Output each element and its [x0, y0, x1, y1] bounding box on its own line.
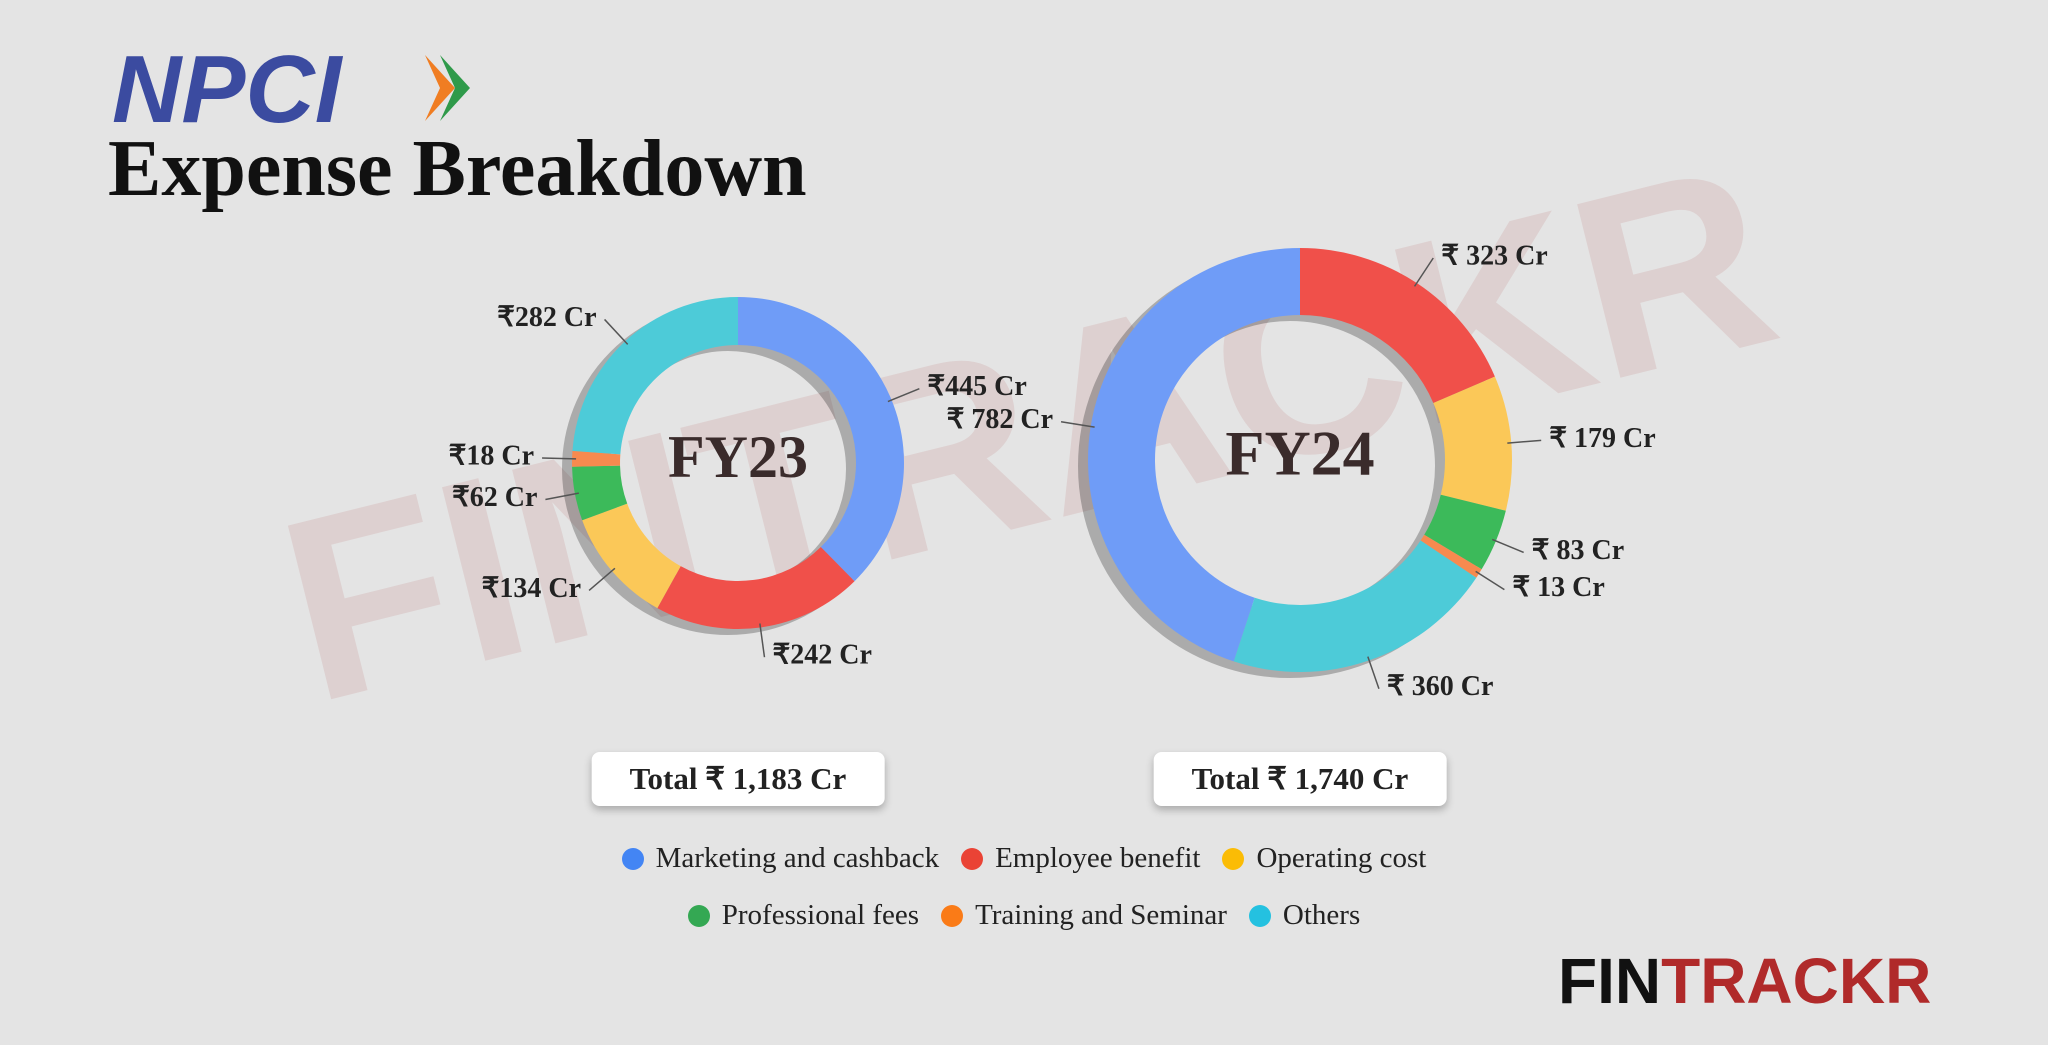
donut-segment — [572, 297, 738, 455]
value-label: ₹ 782 Cr — [947, 404, 1053, 435]
legend-swatch — [941, 904, 964, 927]
logo-mark — [425, 55, 455, 121]
leader-line — [1491, 538, 1524, 554]
value-label: ₹445 Cr — [927, 371, 1026, 402]
legend-label: Others — [1282, 899, 1361, 931]
donut-center-label: FY24 — [1225, 418, 1374, 489]
donut-segment — [1088, 248, 1300, 662]
legend-swatch — [1248, 904, 1271, 927]
donut-center-label: FY23 — [668, 424, 808, 490]
brand-red: TRACKR — [1661, 945, 1931, 1017]
donut-segment — [572, 465, 628, 521]
value-label: ₹ 179 Cr — [1549, 423, 1655, 454]
legend-label: Training and Seminar — [975, 899, 1227, 931]
leader-line — [1413, 257, 1434, 287]
value-label: ₹ 83 Cr — [1532, 535, 1624, 566]
value-label: ₹134 Cr — [482, 573, 581, 604]
donut-segment — [1300, 248, 1495, 403]
leader-line — [604, 318, 629, 345]
logo: NPCI — [112, 36, 344, 143]
value-label: ₹62 Cr — [452, 482, 537, 513]
leader-line — [542, 457, 577, 460]
legend-swatch — [1222, 847, 1245, 870]
legend-row: Professional fees Training and Seminar Oth… — [0, 887, 2048, 944]
legend-row: Marketing and cashback Employee benefit Op… — [0, 830, 2048, 887]
leader-line — [1475, 570, 1505, 591]
value-label: ₹ 360 Cr — [1387, 671, 1493, 702]
leader-line — [1507, 439, 1542, 444]
legend-label: Employee benefit — [995, 842, 1201, 874]
value-label: ₹ 323 Cr — [1441, 240, 1547, 271]
legend-item: Employee benefit — [961, 842, 1200, 875]
value-label: ₹ 13 Cr — [1512, 572, 1604, 603]
legend-label: Marketing and cashback — [655, 842, 940, 874]
legend-label: Professional fees — [721, 899, 920, 931]
leader-line — [759, 623, 766, 658]
brand: FINTRACKR — [1558, 945, 1931, 1017]
donut-segment — [572, 450, 621, 467]
legend-swatch — [687, 904, 710, 927]
legend-item: Professional fees — [687, 899, 920, 932]
total-box: Total ₹ 1,183 Cr — [591, 752, 885, 806]
legend-item: Operating cost — [1222, 842, 1426, 875]
leader-line — [545, 492, 579, 501]
donut-segment — [1233, 540, 1477, 673]
donut-segment — [657, 547, 855, 629]
legend-swatch — [621, 847, 644, 870]
legend-item: Others — [1248, 899, 1361, 932]
logo-mark — [440, 55, 470, 121]
leader-line — [1060, 420, 1095, 428]
title: Expense Breakdown — [108, 125, 807, 213]
brand-dark: FIN — [1558, 945, 1661, 1017]
leader-line — [588, 567, 616, 591]
donut-segment — [1433, 376, 1512, 511]
donut-segment — [1420, 534, 1482, 578]
value-label: ₹282 Cr — [497, 302, 596, 333]
legend-item: Marketing and cashback — [621, 842, 940, 875]
leader-line — [1367, 656, 1380, 690]
leader-line — [887, 387, 920, 403]
donut-segment — [1424, 494, 1506, 570]
legend-item: Training and Seminar — [941, 899, 1227, 932]
value-label: ₹242 Cr — [772, 640, 871, 671]
value-label: ₹18 Cr — [449, 440, 534, 471]
legend: Marketing and cashback Employee benefit Op… — [0, 830, 2048, 944]
total-box: Total ₹ 1,740 Cr — [1153, 752, 1447, 806]
donut-segment — [582, 503, 681, 609]
donut-segment — [738, 297, 905, 582]
legend-label: Operating cost — [1256, 842, 1427, 874]
legend-swatch — [961, 847, 984, 870]
